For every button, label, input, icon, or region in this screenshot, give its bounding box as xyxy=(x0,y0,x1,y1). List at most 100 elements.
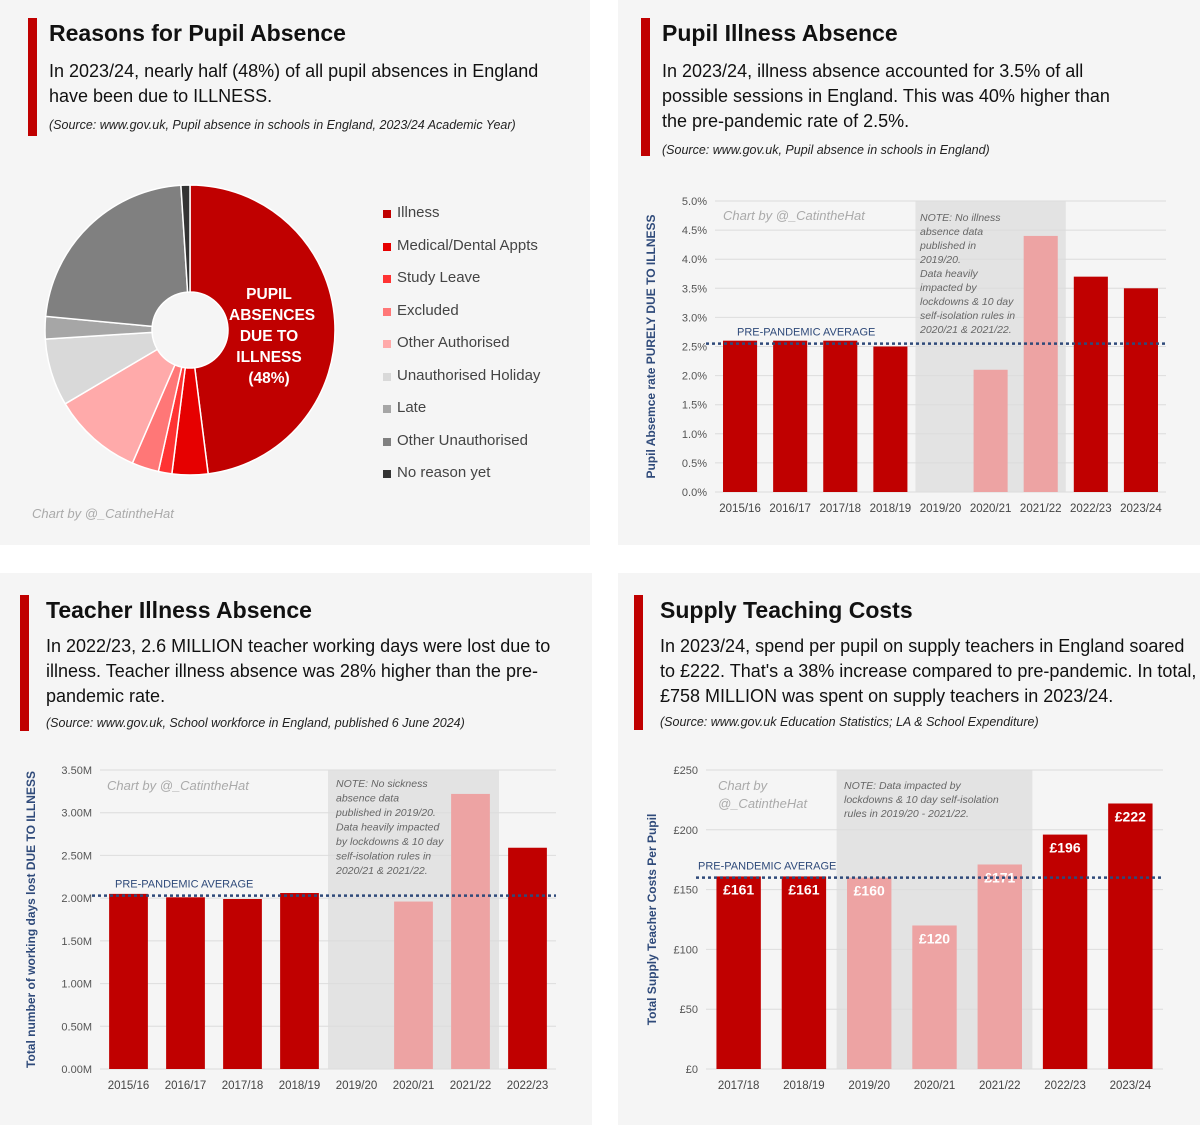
x-tick-label: 2018/19 xyxy=(870,503,912,515)
bar-2021/22 xyxy=(977,864,1022,1069)
y-tick-label: 2.0% xyxy=(682,371,707,383)
legend-swatch xyxy=(383,405,391,413)
note-line: NOTE: No sickness xyxy=(336,778,428,790)
y-tick-label: £250 xyxy=(674,765,698,777)
x-tick-label: 2020/21 xyxy=(393,1080,435,1092)
bar-2018/19 xyxy=(280,893,319,1069)
pie-label-line: (48%) xyxy=(248,370,290,387)
teacher-illness-chart: 0.00M 0.50M 1.00M 1.50M 2.00M 2.50M 3.00M 3.50M… xyxy=(24,765,556,1092)
y-tick-label: 1.00M xyxy=(61,979,92,991)
bar-2016/17 xyxy=(773,340,808,492)
data-label: £196 xyxy=(1049,840,1080,856)
legend-swatch xyxy=(383,437,391,446)
panel-source: (Source: www.gov.uk Education Statistics… xyxy=(660,715,1039,729)
pie-chart xyxy=(44,184,336,476)
legend-swatch xyxy=(383,210,391,218)
panel-subtitle: In 2023/24, illness absence accounted fo… xyxy=(662,61,1110,131)
panel-source: (Source: www.gov.uk, School workforce in… xyxy=(46,716,465,730)
y-tick-label: £100 xyxy=(674,944,698,956)
note-line: 2020/21 & 2021/22. xyxy=(335,865,428,877)
x-tick-label: 2020/21 xyxy=(914,1080,956,1092)
pie-slice-other-unauthorised xyxy=(44,184,189,328)
pie-slice-other-authorised xyxy=(64,348,176,465)
note-line: lockdowns & 10 day xyxy=(920,296,1014,308)
y-tick-label: 1.5% xyxy=(682,400,707,412)
legend-label: No reason yet xyxy=(397,464,491,481)
x-tick-label: 2017/18 xyxy=(718,1080,760,1092)
y-tick-label: 0.5% xyxy=(682,458,707,470)
pie-label-line: ILLNESS xyxy=(236,349,302,366)
note-line: by lockdowns & 10 day xyxy=(336,836,444,848)
data-label: £160 xyxy=(854,883,885,899)
legend-swatch xyxy=(383,372,391,381)
y-tick-label: 2.50M xyxy=(61,850,92,862)
y-tick-label: 1.50M xyxy=(61,936,92,948)
illness-rate-chart: 0.0% 0.5% 1.0% 1.5% 2.0% 2.5% 3.0% 3.5% 4.0% 4.5%… xyxy=(644,196,1166,515)
x-tick-label: 2019/20 xyxy=(920,503,962,515)
x-tick-label: 2022/23 xyxy=(1044,1080,1086,1092)
legend-label: Other Authorised xyxy=(397,334,510,351)
y-tick-label: 3.5% xyxy=(682,283,707,295)
note-line: absence data xyxy=(336,793,399,805)
bar-2016/17 xyxy=(166,897,205,1069)
x-tick-label: 2022/23 xyxy=(507,1080,549,1092)
note-line: Data heavily xyxy=(920,268,979,280)
bar-2023/24 xyxy=(1123,288,1158,492)
y-tick-label: 0.0% xyxy=(682,487,707,499)
supply-costs-panel: Supply Teaching Costs In 2023/24, spend … xyxy=(618,573,1200,1125)
y-tick-label: 4.0% xyxy=(682,254,707,266)
chart-credit: @_CatintheHat xyxy=(718,796,808,811)
x-tick-label: 2020/21 xyxy=(970,503,1012,515)
bar-2015/16 xyxy=(723,340,758,492)
note-line: impacted by xyxy=(920,282,977,294)
legend-label: Medical/Dental Appts xyxy=(397,236,538,254)
bar-2021/22 xyxy=(451,793,490,1069)
bar-2022/23 xyxy=(1073,276,1108,492)
x-tick-label: 2023/24 xyxy=(1110,1080,1152,1092)
bar-2018/19 xyxy=(781,876,827,1069)
legend-item: Study Leave xyxy=(383,269,540,302)
x-tick-label: 2021/22 xyxy=(979,1080,1021,1092)
y-tick-label: 3.50M xyxy=(61,765,92,777)
y-tick-label: 2.00M xyxy=(61,893,92,905)
data-label: £222 xyxy=(1115,808,1146,824)
pie-slice-illness xyxy=(189,184,336,475)
x-tick-label: 2018/19 xyxy=(783,1080,825,1092)
chart-credit: Chart by @_CatintheHat xyxy=(107,778,250,793)
pupil-absence-panel: Reasons for Pupil Absence In 2023/24, ne… xyxy=(0,0,590,545)
legend-item: Other Unauthorised xyxy=(383,432,540,465)
y-axis-label: Pupil Absemce rate PURELY DUE TO ILLNESS xyxy=(644,214,658,478)
chart-credit: Chart by xyxy=(718,778,769,793)
chart-credit: Chart by @_CatintheHat xyxy=(723,208,866,223)
legend-item: Illness xyxy=(383,204,540,237)
x-tick-label: 2017/18 xyxy=(819,503,861,515)
teacher-illness-panel: Teacher Illness Absence In 2022/23, 2.6 … xyxy=(0,573,592,1125)
note-line: absence data xyxy=(920,226,983,238)
accent-bar xyxy=(28,18,37,136)
legend-swatch xyxy=(383,307,391,316)
y-tick-label: 0.50M xyxy=(61,1021,92,1033)
panel-subtitle: In 2023/24, nearly half (48%) of all pup… xyxy=(49,61,539,106)
pie-legend: Illness Medical/Dental Appts Study Leave Ex… xyxy=(383,204,540,497)
bar-2020/21 xyxy=(912,925,957,1069)
accent-bar xyxy=(20,595,29,731)
note-line: Data heavily impacted xyxy=(336,822,440,834)
note-line: NOTE: Data impacted by xyxy=(844,780,961,792)
legend-item: Unauthorised Holiday xyxy=(383,367,540,400)
legend-label: Study Leave xyxy=(397,269,481,286)
legend-item: Medical/Dental Appts xyxy=(383,237,540,270)
pie-center-label: PUPIL ABSENCES DUE TO ILLNESS (48%) xyxy=(229,284,315,389)
chart-credit: Chart by @_CatintheHat xyxy=(32,506,174,521)
pre-pandemic-average-label: PRE-PANDEMIC AVERAGE xyxy=(698,861,836,873)
panel-title: Supply Teaching Costs xyxy=(660,597,913,623)
panel-title: Reasons for Pupil Absence xyxy=(49,20,346,46)
panel-source: (Source: www.gov.uk, Pupil absence in sc… xyxy=(662,143,990,157)
y-axis-label: Total Supply Teacher Costs Per Pupil xyxy=(645,814,659,1026)
pre-pandemic-average-label: PRE-PANDEMIC AVERAGE xyxy=(115,879,253,891)
y-tick-label: 0.00M xyxy=(61,1064,92,1076)
legend-label: Illness xyxy=(397,204,440,221)
accent-bar xyxy=(634,595,643,730)
y-tick-label: £200 xyxy=(674,825,698,837)
data-label: £120 xyxy=(919,930,950,946)
pie-slice-no-reason-yet xyxy=(180,184,191,293)
